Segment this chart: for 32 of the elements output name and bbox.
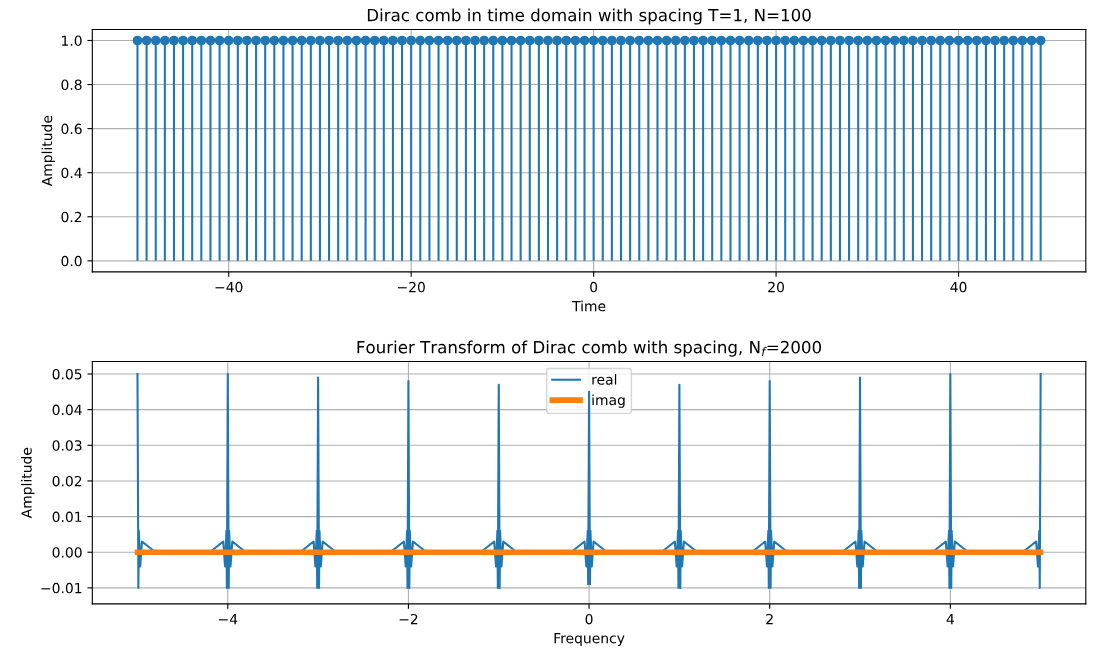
y-axis-title: Amplitude (41, 115, 55, 187)
x-axis-title: Time (572, 300, 606, 312)
x-tick-label: 0 (590, 281, 598, 293)
line-series (136, 372, 1042, 589)
chart-title: Dirac comb in time domain with spacing T=1, N=100 (367, 8, 811, 25)
y-tick-label: 1.0 (62, 35, 82, 46)
y-tick-label: 0.0 (61, 255, 82, 267)
chart-title: Fourier Transform of Dirac comb with spacing, N$_{f}$=2000 (357, 340, 822, 357)
y-axis-title: Amplitude (21, 447, 35, 519)
y-tick-label: 0.03 (52, 440, 82, 451)
x-tick-label: −4 (219, 614, 238, 625)
y-tick-label: 0.4 (61, 167, 82, 179)
y-tick-label: 0.00 (52, 547, 82, 558)
x-tick-label: 20 (768, 281, 784, 293)
x-tick-label: 40 (950, 281, 967, 293)
x-tick-label: 0 (585, 613, 593, 625)
y-tick-label: 0.8 (61, 79, 82, 91)
x-tick-label: −2 (399, 613, 418, 625)
y-tick-label: 0.05 (52, 368, 82, 380)
y-tick-label: −0.01 (41, 582, 82, 594)
y-tick-label: 0.2 (61, 211, 82, 223)
legend-label: real (592, 374, 617, 385)
x-tick-label: −40 (215, 281, 243, 293)
y-tick-label: 0.04 (52, 404, 82, 416)
y-tick-label: 0.6 (61, 123, 82, 135)
x-tick-label: −20 (397, 281, 425, 293)
y-tick-label: 0.02 (52, 475, 82, 487)
x-tick-label: 2 (766, 613, 773, 625)
legend-label: imag (592, 394, 625, 408)
x-axis-title: Frequency (554, 633, 625, 647)
y-tick-label: 0.01 (52, 511, 82, 523)
x-tick-label: 4 (946, 614, 954, 625)
